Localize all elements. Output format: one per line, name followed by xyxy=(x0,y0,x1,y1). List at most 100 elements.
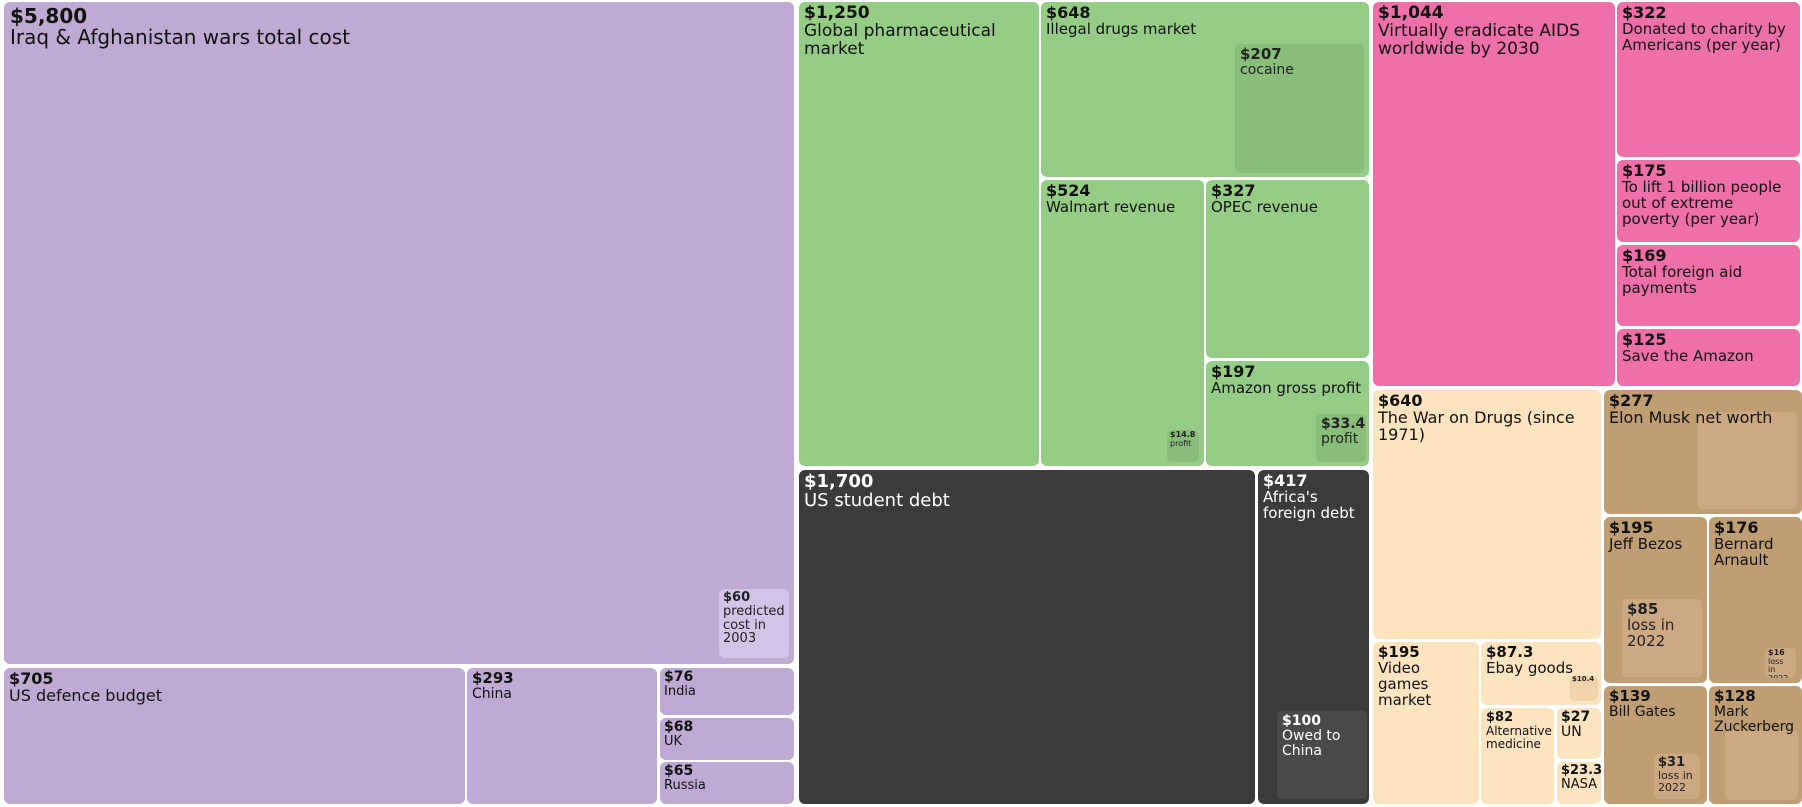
tile-value: $207 xyxy=(1240,45,1282,63)
tile-pharma: $1,250 Global pharmaceutical market xyxy=(799,2,1039,466)
tile-label: The War on Drugs (since 1971) xyxy=(1378,408,1575,444)
tile-value: $10.4 xyxy=(1572,676,1595,683)
tile-amazon-profit: $33.4 profit xyxy=(1316,414,1366,462)
tile-value: $640 xyxy=(1378,391,1423,410)
tile-label: Illegal drugs market xyxy=(1046,20,1197,38)
tile-label: To lift 1 billion people out of extreme … xyxy=(1622,178,1782,228)
tile-value: $327 xyxy=(1211,181,1256,200)
tile-label: Jeff Bezos xyxy=(1609,535,1683,553)
tile-uk: $68 UK xyxy=(660,718,794,760)
tile-value: $60 xyxy=(723,590,751,605)
tile-label: Bill Gates xyxy=(1609,704,1676,720)
tile-un: $27 UN xyxy=(1557,708,1601,759)
tile-value: $1,044 xyxy=(1378,3,1444,23)
tile-opec: $327 OPEC revenue xyxy=(1206,180,1369,358)
tile-india: $76 India xyxy=(660,668,794,715)
tile-value: $648 xyxy=(1046,3,1091,22)
tile-label: UN xyxy=(1561,724,1582,740)
tile-value: $417 xyxy=(1263,471,1308,490)
musk-inner-box xyxy=(1698,412,1797,509)
tile-ebay: $87.3 Ebay goods xyxy=(1481,642,1601,705)
tile-label: Virtually eradicate AIDS worldwide by 20… xyxy=(1378,21,1580,59)
tile-owed-china: $100 Owed to China xyxy=(1277,711,1367,799)
tile-label: Elon Musk net worth xyxy=(1609,408,1773,427)
tile-label: Total foreign aid payments xyxy=(1622,263,1743,297)
tile-label: loss in 2022 xyxy=(1768,657,1788,678)
tile-amazon-forest: $125 Save the Amazon xyxy=(1617,329,1800,386)
tile-label: Mark Zuckerberg xyxy=(1714,704,1795,735)
tile-value: $1,700 xyxy=(804,471,874,492)
tile-label: Owed to China xyxy=(1282,728,1341,759)
tile-value: $139 xyxy=(1609,687,1651,705)
tile-value: $322 xyxy=(1622,3,1667,22)
tile-ebay-sub: $10.4 xyxy=(1570,676,1598,701)
tile-value: $705 xyxy=(9,669,54,688)
tile-value: $169 xyxy=(1622,246,1667,265)
tile-label: Video games market xyxy=(1378,659,1432,709)
tile-video-games: $195 Video games market xyxy=(1373,642,1479,804)
tile-label: predicted cost in 2003 xyxy=(723,604,785,647)
tile-label: Russia xyxy=(664,778,706,793)
tile-label: cocaine xyxy=(1240,62,1294,78)
tile-value: $14.8 xyxy=(1170,430,1196,439)
tile-value: $68 xyxy=(664,719,694,735)
tile-label: US student debt xyxy=(804,490,950,511)
tile-value: $82 xyxy=(1486,710,1514,725)
tile-value: $197 xyxy=(1211,362,1256,381)
tile-walmart: $524 Walmart revenue xyxy=(1041,180,1204,466)
tile-value: $1,250 xyxy=(804,3,870,23)
tile-value: $100 xyxy=(1282,713,1321,729)
tile-value: $128 xyxy=(1714,687,1756,705)
tile-value: $175 xyxy=(1622,161,1667,180)
tile-label: US defence budget xyxy=(9,686,163,705)
tile-label: Bernard Arnault xyxy=(1714,535,1774,569)
tile-label: Africa's foreign debt xyxy=(1263,488,1355,522)
tile-student-debt: $1,700 US student debt xyxy=(799,470,1255,804)
tile-poverty: $175 To lift 1 billion people out of extr… xyxy=(1617,160,1800,242)
tile-value: $195 xyxy=(1378,643,1420,661)
tile-label: Iraq & Afghanistan wars total cost xyxy=(10,25,350,49)
tile-label: NASA xyxy=(1561,777,1598,792)
tile-value: $85 xyxy=(1627,600,1659,618)
tile-value: $33.4 xyxy=(1321,416,1366,432)
tile-label: profit xyxy=(1321,431,1359,447)
tile-walmart-profit: $14.8 profit xyxy=(1167,430,1199,462)
tile-nasa: $23.3 NASA xyxy=(1557,762,1601,804)
tile-label: Walmart revenue xyxy=(1046,198,1176,216)
tile-charity: $322 Donated to charity by Americans (per… xyxy=(1617,2,1800,157)
tile-label: loss in 2022 xyxy=(1658,769,1693,794)
tile-cocaine: $207 cocaine xyxy=(1235,44,1364,173)
tile-label: India xyxy=(664,684,696,699)
tile-value: $23.3 xyxy=(1561,763,1601,778)
tile-value: $176 xyxy=(1714,518,1759,537)
tile-value: $293 xyxy=(472,669,514,687)
tile-russia: $65 Russia xyxy=(660,762,794,804)
tile-gates-loss: $31 loss in 2022 xyxy=(1654,754,1700,799)
tile-label: Ebay goods xyxy=(1486,659,1574,677)
tile-bezos-loss: $85 loss in 2022 xyxy=(1622,599,1702,677)
tile-value: $5,800 xyxy=(10,4,88,28)
tile-label: Alternative medicine xyxy=(1486,724,1552,751)
tile-value: $16 xyxy=(1768,648,1785,657)
tile-label: OPEC revenue xyxy=(1211,198,1318,216)
tile-value: $277 xyxy=(1609,391,1654,410)
tile-wars-2003: $60 predicted cost in 2003 xyxy=(719,589,789,658)
tile-label: Save the Amazon xyxy=(1622,347,1754,365)
tile-label: Donated to charity by Americans (per yea… xyxy=(1622,20,1786,54)
tile-label: China xyxy=(472,686,512,702)
tile-us-defence: $705 US defence budget xyxy=(4,668,465,804)
tile-label: UK xyxy=(664,734,683,749)
tile-value: $195 xyxy=(1609,518,1654,537)
tile-value: $27 xyxy=(1561,709,1591,725)
tile-value: $524 xyxy=(1046,181,1091,200)
tile-value: $87.3 xyxy=(1486,643,1534,661)
tile-value: $76 xyxy=(664,669,694,685)
tile-china-def: $293 China xyxy=(467,668,657,804)
tile-foreign-aid: $169 Total foreign aid payments xyxy=(1617,245,1800,326)
tile-value: $31 xyxy=(1658,755,1686,770)
tile-alt-medicine: $82 Alternative medicine xyxy=(1481,708,1554,804)
tile-label: loss in 2022 xyxy=(1627,616,1675,650)
zuckerberg-inner-box xyxy=(1725,730,1798,800)
tile-label: profit xyxy=(1170,439,1192,448)
